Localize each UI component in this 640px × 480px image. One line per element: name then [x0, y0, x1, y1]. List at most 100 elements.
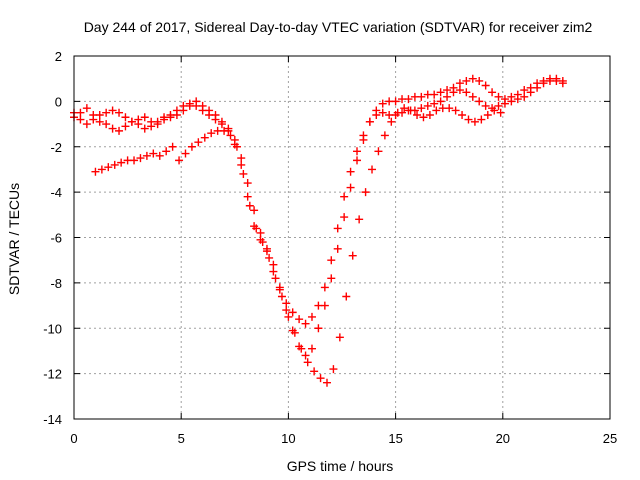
data-point [449, 88, 458, 97]
data-point [89, 115, 98, 124]
y-tick-label: -4 [50, 185, 62, 200]
data-point [507, 97, 516, 106]
data-point [142, 151, 151, 160]
data-point [307, 344, 316, 353]
data-point [432, 106, 441, 115]
series-track-c [91, 104, 505, 387]
x-tick-label: 5 [178, 431, 185, 446]
data-point [393, 108, 402, 117]
data-point [181, 149, 190, 158]
data-point [314, 324, 323, 333]
y-axis-label: SDTVAR / TECUs [6, 183, 22, 295]
data-point [153, 117, 162, 126]
x-tick-label: 15 [388, 431, 402, 446]
data-point [333, 244, 342, 253]
data-point [275, 285, 284, 294]
data-point [205, 106, 214, 115]
data-point [220, 126, 229, 135]
data-point [365, 117, 374, 126]
data-point [468, 92, 477, 101]
data-point [374, 147, 383, 156]
data-point [425, 110, 434, 119]
data-point [346, 167, 355, 176]
data-point [262, 247, 271, 256]
data-point [117, 158, 126, 167]
data-point [82, 104, 91, 113]
data-point [404, 95, 413, 104]
data-point [91, 167, 100, 176]
data-point [335, 333, 344, 342]
data-point [417, 92, 426, 101]
data-point [179, 101, 188, 110]
x-tick-label: 0 [70, 431, 77, 446]
data-point [256, 228, 265, 237]
data-point [226, 131, 235, 140]
data-point [481, 81, 490, 90]
data-point [378, 99, 387, 108]
data-point [387, 117, 396, 126]
data-point [346, 183, 355, 192]
data-point [475, 97, 484, 106]
data-point [552, 74, 561, 83]
data-point [310, 367, 319, 376]
y-tick-label: -8 [50, 276, 62, 291]
data-point [115, 126, 124, 135]
data-point [95, 110, 104, 119]
data-point [355, 215, 364, 224]
y-tick-label: -12 [43, 367, 62, 382]
y-tick-label: -10 [43, 321, 62, 336]
data-point [269, 267, 278, 276]
data-point [455, 86, 464, 95]
data-point [558, 76, 567, 85]
series-track-b [70, 74, 567, 328]
data-point [423, 101, 432, 110]
data-point [250, 206, 259, 215]
data-point [307, 312, 316, 321]
data-point [496, 108, 505, 117]
data-point [127, 117, 136, 126]
data-point [353, 147, 362, 156]
data-point [155, 151, 164, 160]
data-point [185, 99, 194, 108]
data-point [115, 108, 124, 117]
data-point [76, 115, 85, 124]
data-point [232, 142, 241, 151]
data-point [329, 365, 338, 374]
x-tick-label: 20 [496, 431, 510, 446]
data-point [413, 110, 422, 119]
data-point [134, 120, 143, 129]
x-tick-label: 25 [603, 431, 617, 446]
data-point [108, 106, 117, 115]
data-point [419, 113, 428, 122]
data-point [130, 156, 139, 165]
data-point [252, 224, 261, 233]
data-point [166, 110, 175, 119]
data-point [95, 117, 104, 126]
data-point [290, 328, 299, 337]
y-tick-label: -2 [50, 140, 62, 155]
data-point [192, 97, 201, 106]
data-point [288, 308, 297, 317]
y-tick-label: -14 [43, 412, 62, 427]
data-point [200, 133, 209, 142]
data-point [211, 110, 220, 119]
data-point [301, 351, 310, 360]
data-point [207, 129, 216, 138]
data-point [333, 224, 342, 233]
data-point [149, 149, 158, 158]
data-point [314, 301, 323, 310]
data-point [455, 79, 464, 88]
data-point [361, 188, 370, 197]
data-point [500, 99, 509, 108]
data-point [520, 86, 529, 95]
data-point [237, 154, 246, 163]
data-point [490, 106, 499, 115]
data-point [462, 88, 471, 97]
data-point [458, 110, 467, 119]
data-point [162, 147, 171, 156]
data-point [237, 160, 246, 169]
data-point [520, 92, 529, 101]
data-point [545, 76, 554, 85]
